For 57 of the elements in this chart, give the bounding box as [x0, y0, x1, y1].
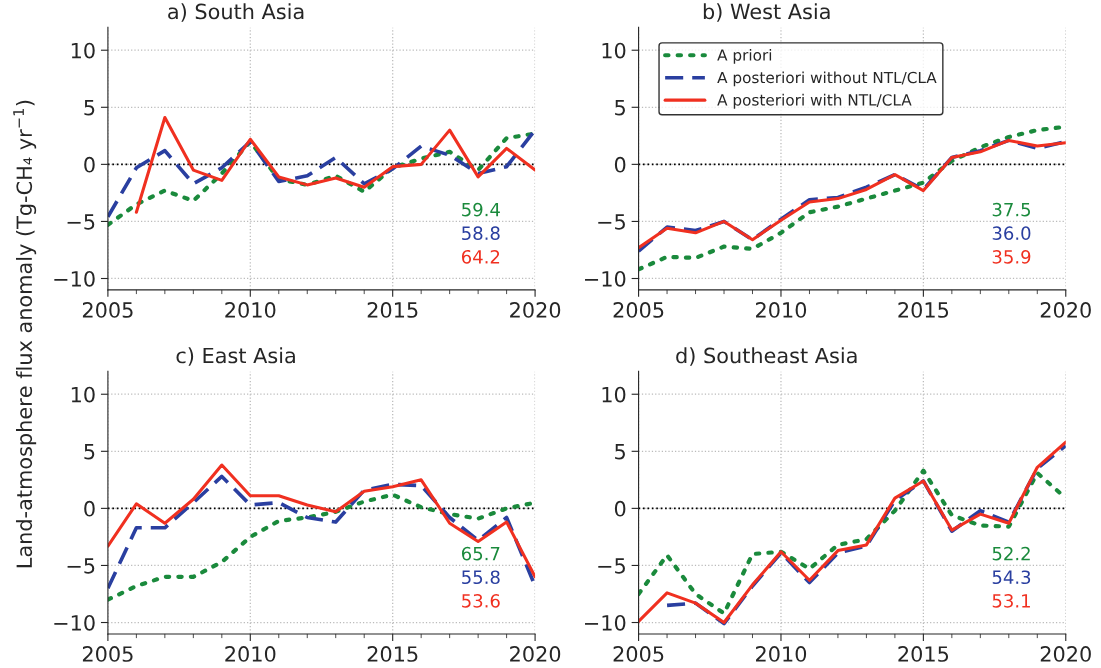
annotation: 36.0: [992, 226, 1031, 241]
y-tick-label: 10: [602, 42, 626, 59]
annotation: 64.2: [461, 249, 500, 264]
y-axis-title: Land-atmosphere flux anomaly (Tg-CH₄ yr$^{−1}$): [13, 100, 37, 568]
legend-label: A posteriori with NTL/CLA: [717, 93, 912, 109]
x-tick-label: 2005: [613, 302, 664, 318]
x-tick-label: 2010: [225, 302, 276, 318]
y-tick-label: 0: [84, 156, 95, 173]
y-tick-label: 5: [84, 444, 95, 460]
x-tick-label: 2020: [1040, 302, 1091, 318]
x-tick-label: 2005: [82, 302, 133, 318]
chart-title: c) East Asia: [176, 347, 295, 366]
legend-label: A posteriori without NTL/CLA: [717, 71, 937, 87]
y-tick-label: 10: [71, 386, 95, 403]
y-tick-label: 5: [615, 444, 625, 460]
y-tick-label: 0: [614, 500, 626, 517]
x-tick-label: 2005: [613, 646, 664, 662]
y-tick-label: −5: [67, 558, 95, 574]
x-tick-label: 2020: [510, 646, 561, 662]
x-tick-label: 2015: [367, 646, 418, 662]
y-tick-label: 10: [71, 42, 95, 59]
annotation: 65.7: [461, 546, 500, 561]
annotation: 54.3: [992, 570, 1031, 585]
annotation: 52.2: [992, 546, 1030, 561]
y-tick-label: −5: [598, 558, 625, 574]
annotation: 59.4: [462, 202, 500, 217]
y-tick-label: −10: [54, 270, 95, 287]
chart-title: b) West Asia: [703, 3, 830, 22]
x-tick-label: 2020: [510, 302, 561, 318]
legend-label: A priori: [717, 49, 772, 64]
y-tick-label: −5: [598, 214, 625, 230]
y-tick-label: −10: [585, 614, 626, 631]
y-tick-label: 0: [614, 156, 626, 173]
chart-title: d) Southeast Asia: [676, 347, 857, 366]
x-tick-label: 2015: [367, 302, 418, 318]
x-tick-label: 2005: [82, 646, 133, 662]
x-tick-label: 2020: [1040, 646, 1091, 662]
annotation: 53.6: [462, 594, 500, 608]
x-tick-label: 2015: [898, 646, 949, 662]
y-tick-label: −10: [585, 270, 626, 287]
annotation: 55.8: [462, 570, 500, 585]
y-tick-label: 5: [615, 100, 625, 116]
annotation: 37.5: [992, 202, 1031, 217]
y-tick-label: −10: [54, 614, 95, 631]
line-series: [107, 474, 536, 591]
x-tick-label: 2010: [225, 646, 276, 662]
chart-title: a) South Asia: [168, 3, 304, 22]
y-tick-label: 0: [84, 500, 95, 517]
x-tick-label: 2010: [755, 646, 807, 662]
y-tick-label: −5: [67, 214, 95, 230]
x-tick-label: 2015: [898, 302, 949, 318]
annotation: 35.9: [992, 249, 1031, 264]
annotation: 58.8: [462, 226, 500, 241]
annotation: 53.1: [992, 594, 1030, 608]
y-tick-label: 5: [84, 100, 95, 116]
x-tick-label: 2010: [755, 302, 807, 318]
y-tick-label: 10: [602, 386, 626, 403]
